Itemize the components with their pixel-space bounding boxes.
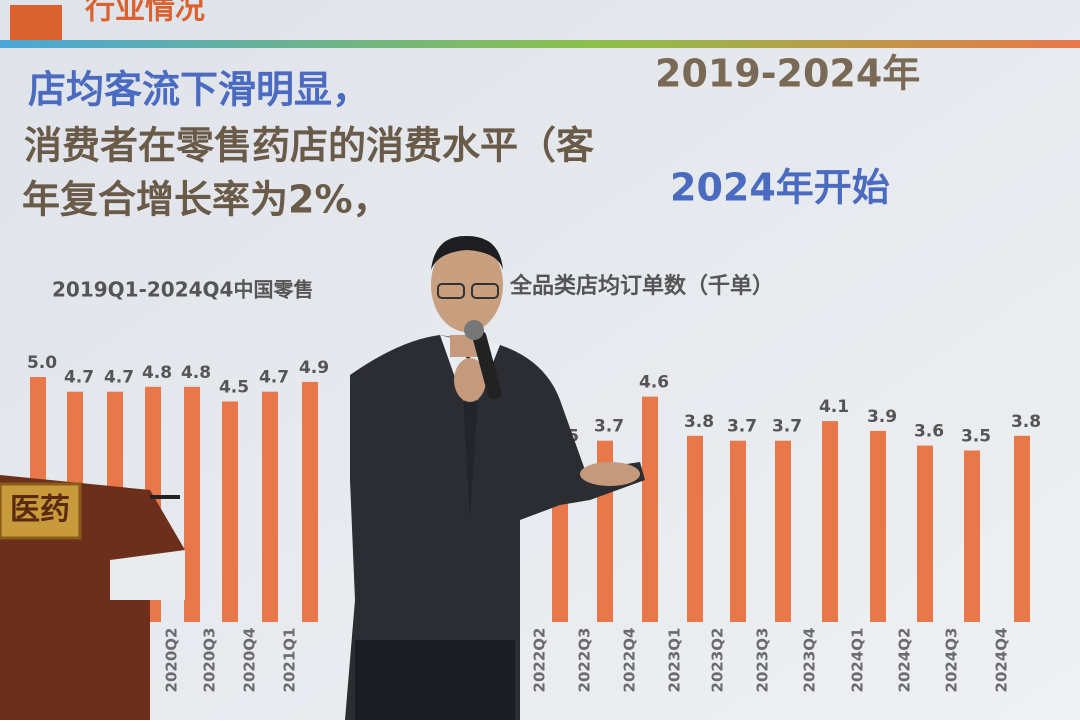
quarter-label: 2023Q1 xyxy=(666,628,684,693)
headline-line3a: 年复合增长率为2%， xyxy=(22,178,391,222)
value-label: 3.5 xyxy=(961,427,991,447)
quarter-label: 2024Q1 xyxy=(849,628,867,693)
value-label: 4.8 xyxy=(142,363,172,383)
quarter-label: 2020Q4 xyxy=(241,628,259,693)
chart-title-b: 全品类店均订单数（千单） xyxy=(509,273,774,299)
value-label: 5.0 xyxy=(27,353,57,373)
value-label: 4.8 xyxy=(181,363,211,383)
bar xyxy=(184,386,200,622)
quarter-label: 2023Q2 xyxy=(709,628,727,693)
value-label: 4.7 xyxy=(259,368,289,388)
podium: 医药 xyxy=(0,475,185,720)
quarter-label: 2021Q1 xyxy=(281,628,299,693)
quarter-label: 2024Q2 xyxy=(896,628,914,693)
quarter-label: 2024Q3 xyxy=(943,628,961,693)
headline-line1a: 店均客流下滑明显， xyxy=(28,68,370,112)
quarter-label: 2023Q3 xyxy=(754,628,772,693)
headline-line2: 消费者在零售药店的消费水平（客 xyxy=(24,124,594,168)
bar xyxy=(302,381,318,622)
speaker xyxy=(345,235,645,720)
value-label: 3.6 xyxy=(914,422,944,442)
value-label: 3.7 xyxy=(727,417,757,437)
quarter-label: 2023Q4 xyxy=(801,628,819,693)
value-label: 3.8 xyxy=(1011,412,1041,432)
headline-line1b: 2019-2024年 xyxy=(655,52,920,96)
quarter-label: 2022Q3 xyxy=(576,628,594,693)
header-logo xyxy=(10,5,62,43)
value-label: 4.5 xyxy=(219,378,249,398)
chart-title-a: 2019Q1-2024Q4中国零售 xyxy=(52,278,313,302)
bar xyxy=(775,440,791,622)
value-label: 4.7 xyxy=(104,368,134,388)
bar xyxy=(730,440,746,622)
quarter-label: 2022Q4 xyxy=(621,628,639,693)
quarter-label: 2024Q4 xyxy=(993,628,1011,693)
slide-header: 行业情况 xyxy=(84,0,205,27)
value-label: 4.9 xyxy=(299,358,329,378)
quarter-label: 2020Q3 xyxy=(201,628,219,693)
bar xyxy=(822,421,838,622)
bar xyxy=(870,430,886,622)
bar xyxy=(262,391,278,622)
bar xyxy=(642,396,658,622)
value-label: 3.8 xyxy=(684,412,714,432)
value-label: 3.7 xyxy=(772,417,802,437)
bar xyxy=(687,435,703,622)
value-label: 3.7 xyxy=(594,417,624,437)
value-label: 4.7 xyxy=(64,368,94,388)
value-label: 4.1 xyxy=(819,397,849,417)
quarter-label: 2020Q2 xyxy=(163,628,181,693)
bar xyxy=(1014,435,1030,622)
quarter-label: 2022Q2 xyxy=(531,628,549,693)
value-label: 3.9 xyxy=(867,407,897,427)
bar xyxy=(964,450,980,622)
headline-line3b: 2024年开始 xyxy=(670,166,890,210)
bar xyxy=(917,445,933,622)
bar xyxy=(222,401,238,622)
header-rule xyxy=(0,40,1080,48)
value-label: 4.6 xyxy=(639,373,669,393)
podium-sign: 医药 xyxy=(10,493,70,528)
